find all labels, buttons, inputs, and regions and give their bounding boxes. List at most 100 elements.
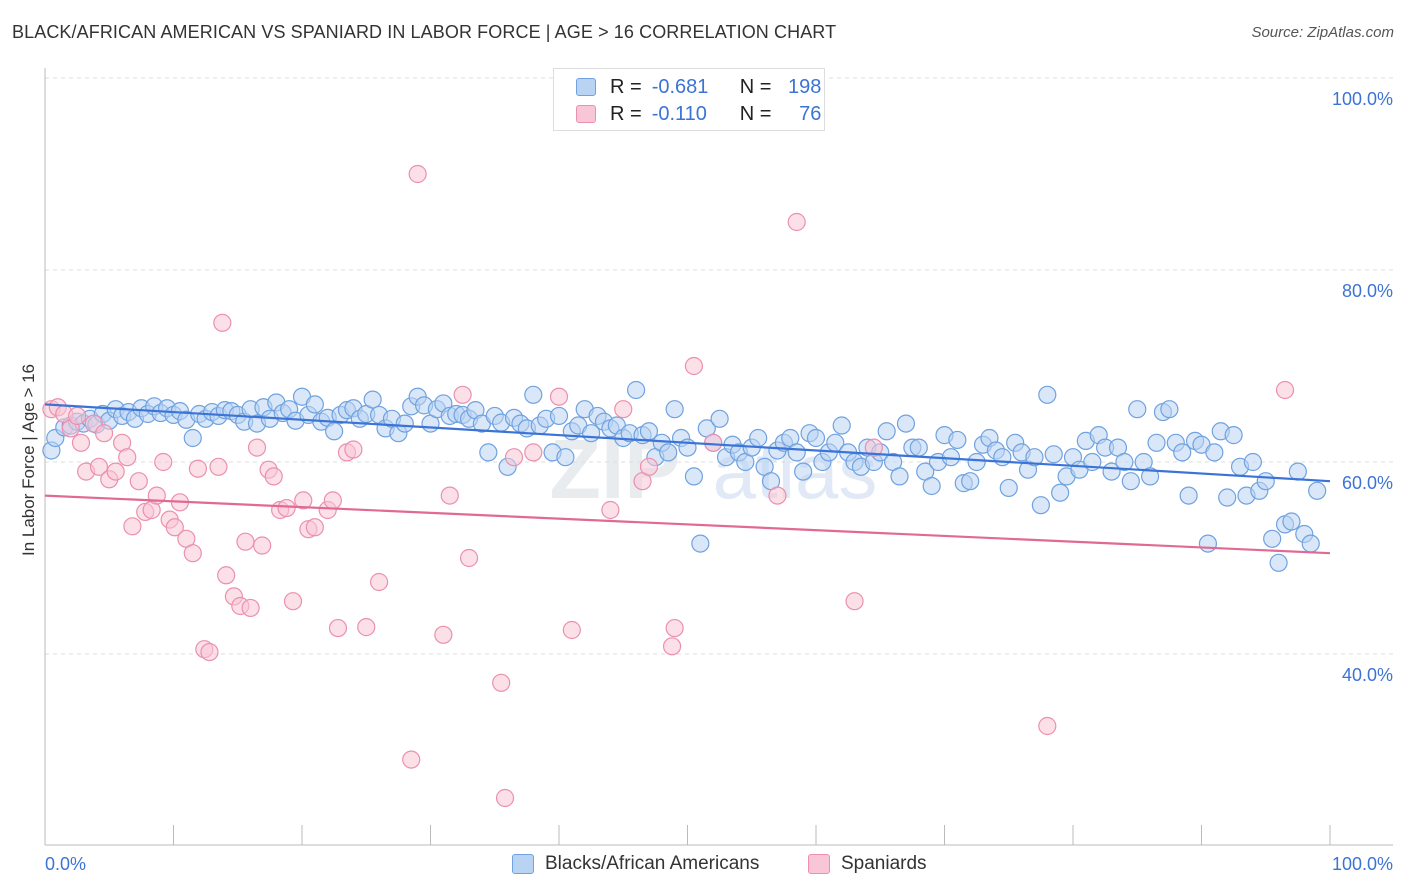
data-point bbox=[253, 536, 272, 555]
data-point bbox=[344, 440, 363, 459]
data-point bbox=[832, 416, 851, 435]
y-tick-label: 60.0% bbox=[1342, 473, 1393, 493]
legend-item-blacks: Blacks/African Americans bbox=[512, 850, 759, 878]
data-point bbox=[691, 534, 710, 553]
legend-row-spaniards: R = -0.110 N = 76 bbox=[576, 102, 821, 126]
legend-swatch-spaniards bbox=[808, 854, 830, 874]
data-point bbox=[1044, 445, 1063, 464]
data-point bbox=[562, 620, 581, 640]
data-point bbox=[1173, 443, 1192, 462]
y-tick-label: 100.0% bbox=[1332, 89, 1393, 109]
data-point bbox=[217, 566, 236, 585]
legend-item-spaniards: Spaniards bbox=[808, 850, 927, 878]
data-point bbox=[200, 642, 219, 662]
data-point bbox=[614, 400, 633, 419]
data-point bbox=[961, 472, 980, 491]
data-point bbox=[1025, 448, 1044, 467]
legend-label-spaniards: Spaniards bbox=[841, 853, 927, 874]
data-point bbox=[909, 438, 928, 457]
data-point bbox=[684, 467, 704, 486]
data-point bbox=[864, 438, 883, 457]
data-point bbox=[89, 457, 109, 476]
data-point bbox=[129, 472, 148, 491]
data-point bbox=[922, 476, 941, 496]
data-point bbox=[948, 430, 967, 450]
data-point bbox=[665, 400, 684, 419]
data-point bbox=[283, 592, 303, 611]
data-point bbox=[1301, 534, 1320, 553]
data-point bbox=[213, 313, 232, 332]
chart-title: BLACK/AFRICAN AMERICAN VS SPANIARD IN LA… bbox=[12, 22, 837, 42]
data-point bbox=[659, 443, 678, 462]
legend-swatch-spaniards bbox=[576, 105, 596, 123]
data-point bbox=[504, 448, 524, 467]
legend-n-value: 76 bbox=[799, 102, 822, 125]
legend-n-value: 198 bbox=[788, 75, 822, 98]
trend-line-blacks bbox=[44, 403, 1331, 483]
legend-r-label: R = bbox=[610, 102, 642, 125]
data-point bbox=[123, 517, 142, 536]
data-point bbox=[806, 428, 826, 448]
data-point bbox=[639, 457, 659, 476]
data-point bbox=[95, 424, 114, 443]
data-point bbox=[440, 486, 459, 505]
data-point bbox=[277, 498, 296, 518]
data-point bbox=[479, 443, 498, 462]
data-point bbox=[434, 625, 453, 644]
data-point bbox=[183, 428, 202, 448]
data-point bbox=[305, 518, 324, 537]
data-point bbox=[993, 448, 1012, 467]
legend-swatch-blacks bbox=[576, 78, 596, 96]
data-point bbox=[1308, 481, 1327, 500]
data-point bbox=[241, 598, 260, 618]
y-tick-label: 80.0% bbox=[1342, 281, 1393, 301]
data-point bbox=[328, 618, 348, 638]
data-point bbox=[1160, 400, 1179, 419]
series-blacks bbox=[42, 380, 1327, 572]
source-credit: Source: ZipAtlas.com bbox=[1251, 24, 1394, 41]
y-tick-label: 40.0% bbox=[1342, 665, 1393, 685]
x-tick-label: 0.0% bbox=[45, 854, 86, 874]
data-point bbox=[363, 390, 382, 409]
data-point bbox=[665, 618, 684, 638]
data-point bbox=[1263, 529, 1282, 548]
data-point bbox=[787, 212, 806, 232]
data-point bbox=[524, 385, 543, 404]
series-spaniards bbox=[42, 164, 1295, 808]
data-point bbox=[1224, 426, 1243, 445]
legend-n-label: N = bbox=[739, 75, 772, 98]
data-point bbox=[967, 452, 986, 472]
data-point bbox=[768, 486, 787, 505]
data-point bbox=[1256, 472, 1275, 491]
data-point bbox=[1051, 483, 1070, 502]
data-point bbox=[453, 385, 472, 404]
data-point bbox=[890, 467, 909, 486]
data-point bbox=[1243, 452, 1263, 472]
data-point bbox=[999, 478, 1018, 498]
data-point bbox=[209, 457, 228, 476]
data-point bbox=[1038, 716, 1057, 736]
data-point bbox=[1115, 452, 1134, 472]
legend-swatch-blacks bbox=[512, 854, 534, 874]
data-point bbox=[325, 422, 344, 441]
correlation-legend: R = -0.681 N = 198 R = -0.110 N = 76 bbox=[553, 68, 825, 131]
data-point bbox=[1128, 400, 1147, 419]
trend-line-spaniards bbox=[44, 494, 1331, 555]
trend-lines bbox=[44, 403, 1331, 555]
x-tick-label: 100.0% bbox=[1332, 854, 1393, 874]
data-point bbox=[188, 459, 208, 478]
data-point bbox=[236, 532, 255, 551]
data-points bbox=[42, 164, 1327, 808]
data-point bbox=[601, 500, 620, 520]
data-point bbox=[1140, 467, 1160, 486]
legend-r-value: -0.681 bbox=[651, 75, 709, 98]
data-point bbox=[408, 164, 427, 184]
legend-label-blacks: Blacks/African Americans bbox=[545, 853, 760, 874]
data-point bbox=[845, 592, 864, 611]
data-point bbox=[247, 438, 267, 457]
data-point bbox=[370, 572, 389, 592]
data-point bbox=[118, 448, 137, 467]
data-point bbox=[549, 406, 569, 426]
data-point bbox=[395, 414, 414, 433]
